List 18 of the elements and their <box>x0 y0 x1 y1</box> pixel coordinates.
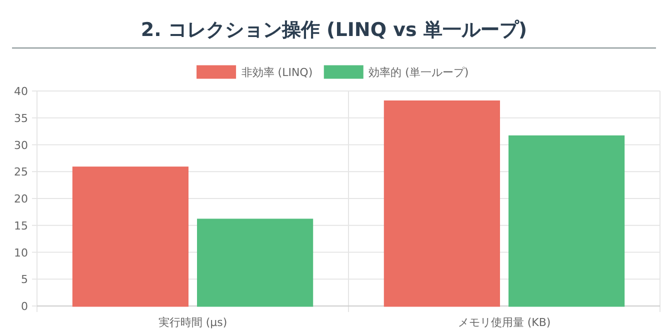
x-tick-label: 実行時間 (μs) <box>158 316 228 329</box>
legend-label: 効率的 (単一ループ) <box>368 66 469 79</box>
legend-label: 非効率 (LINQ) <box>241 66 313 79</box>
bar <box>197 218 314 307</box>
bar <box>384 100 500 307</box>
y-tick-label: 5 <box>21 273 28 286</box>
bar <box>72 166 188 307</box>
y-tick-label: 30 <box>14 138 28 152</box>
x-tick-label: メモリ使用量 (KB) <box>458 316 551 329</box>
y-tick-label: 15 <box>14 219 28 232</box>
y-tick-label: 35 <box>14 112 28 125</box>
y-tick-label: 25 <box>14 166 28 179</box>
y-tick-label: 10 <box>14 246 28 260</box>
chart-title: 2. コレクション操作 (LINQ vs 単一ループ) <box>140 19 528 41</box>
y-tick-label: 20 <box>14 192 28 206</box>
y-tick-label: 0 <box>21 300 28 313</box>
y-tick-label: 40 <box>14 85 28 98</box>
bar <box>508 135 625 307</box>
